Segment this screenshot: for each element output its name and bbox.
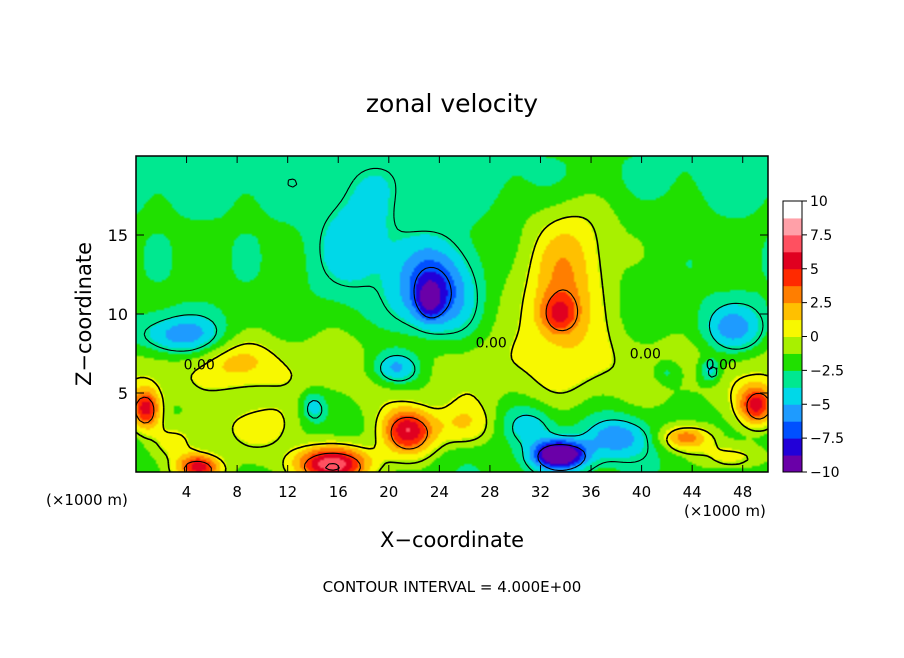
x-tick-label: 44 [683, 483, 702, 501]
contour-label: 0.00 [476, 335, 507, 351]
x-tick-label: 36 [581, 483, 600, 501]
colorbar-tick-label: 2.5 [810, 296, 832, 312]
y-axis: 5 10 15 [108, 226, 768, 403]
contour-line [136, 289, 768, 472]
colorbar-swatch [783, 268, 802, 287]
colorbar [782, 200, 803, 473]
x-tick-label: 16 [329, 483, 348, 501]
x-tick-label: 48 [733, 483, 752, 501]
colorbar-tick-label: 10 [810, 194, 828, 210]
contour-line [136, 215, 768, 472]
contour-lines [136, 167, 768, 472]
x-tick-label: 40 [632, 483, 651, 501]
x-unit-right: (×1000 m) [684, 502, 766, 520]
colorbar-swatch [783, 370, 802, 388]
y-tick-label: 10 [108, 305, 128, 324]
x-tick-label: 20 [379, 483, 398, 501]
colorbar-swatch [783, 353, 802, 371]
x-tick-label: 24 [430, 483, 449, 501]
colorbar-tick-label: −7.5 [810, 431, 844, 447]
contour-label: 0.00 [184, 358, 215, 374]
contour-label: 0.00 [706, 358, 737, 374]
colorbar-tick-label: −5 [810, 397, 831, 413]
x-tick-label: 28 [480, 483, 499, 501]
x-tick-label: 12 [278, 483, 297, 501]
colorbar-tick-label: 7.5 [810, 228, 832, 244]
colorbar-swatch [783, 438, 802, 456]
contour-line [413, 266, 587, 471]
y-tick-label: 5 [118, 384, 128, 403]
velocity-field [136, 156, 768, 472]
colorbar-tick-label: 0 [810, 330, 819, 346]
x-tick-label: 32 [531, 483, 550, 501]
contour-line [143, 167, 764, 472]
colorbar-swatch [783, 217, 802, 236]
colorbar-swatch [783, 234, 802, 253]
y-axis-label: Z−coordinate [72, 242, 96, 386]
colorbar-ticks: 10 7.5 5 2.5 0 −2.5 −5 −7.5 −10 [802, 194, 844, 481]
x-tick-label: 4 [182, 483, 192, 501]
x-tick-label: 8 [232, 483, 242, 501]
x-axis-label: X−coordinate [380, 528, 524, 552]
colorbar-swatch [783, 404, 802, 422]
colorbar-swatch [783, 251, 802, 270]
colorbar-swatch [783, 387, 802, 405]
contour-labels: 0.00 0.00 0.00 0.00 [184, 335, 737, 373]
x-unit-left: (×1000 m) [46, 491, 128, 509]
colorbar-swatch [783, 336, 802, 354]
colorbar-swatch [783, 421, 802, 439]
colorbar-tick-label: −2.5 [810, 363, 844, 379]
x-axis: 4 8 12 16 20 24 28 32 36 40 44 48 [182, 156, 752, 501]
contour-label: 0.00 [630, 347, 661, 363]
colorbar-swatch [783, 201, 802, 219]
colorbar-swatch [783, 285, 802, 304]
y-tick-label: 15 [108, 226, 128, 245]
chart-title: zonal velocity [366, 89, 538, 118]
colorbar-tick-label: 5 [810, 262, 819, 278]
colorbar-swatch [783, 319, 802, 337]
colorbar-swatch [783, 455, 802, 473]
contour-interval-note: CONTOUR INTERVAL = 4.000E+00 [323, 578, 582, 596]
colorbar-swatch [783, 302, 802, 321]
colorbar-tick-label: −10 [810, 465, 840, 481]
